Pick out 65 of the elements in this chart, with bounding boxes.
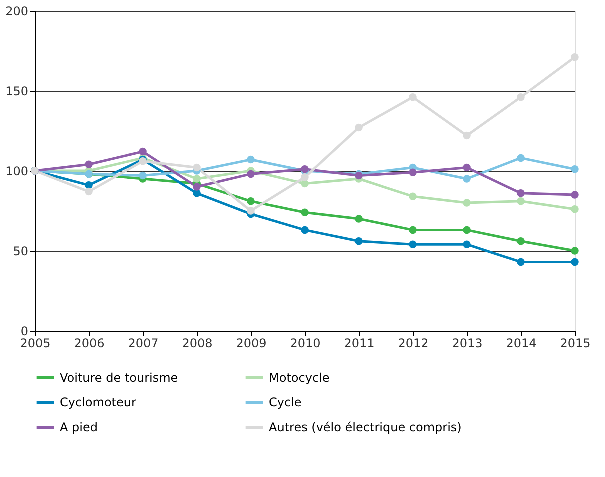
point (517, 190, 525, 198)
point (571, 206, 579, 214)
point (193, 183, 201, 191)
x-tick-label: 2015 (560, 336, 591, 350)
point (301, 180, 309, 188)
x-tick-label: 2005 (20, 336, 51, 350)
point (247, 198, 255, 206)
x-tick-label: 2009 (236, 336, 267, 350)
legend-label: Voiture de tourisme (60, 370, 178, 385)
x-tick-label: 2006 (74, 336, 105, 350)
x-tick-label: 2011 (344, 336, 375, 350)
point (301, 174, 309, 182)
x-tick-label: 2008 (182, 336, 213, 350)
legend-label: Motocycle (269, 370, 330, 385)
x-tick-label: 2012 (398, 336, 429, 350)
point (463, 164, 471, 172)
point (247, 207, 255, 215)
point (517, 154, 525, 162)
y-tick-label: 50 (13, 244, 28, 258)
point (409, 226, 417, 234)
point (409, 94, 417, 102)
point (517, 258, 525, 266)
point (247, 170, 255, 178)
point (409, 192, 417, 200)
point (571, 166, 579, 174)
point (517, 198, 525, 206)
point (463, 199, 471, 207)
point (463, 132, 471, 140)
point (193, 164, 201, 172)
y-tick-label: 100 (6, 164, 28, 178)
legend-label: A pied (60, 420, 98, 434)
point (571, 191, 579, 199)
point (85, 188, 93, 196)
point (85, 182, 93, 190)
legend-label: Cyclomoteur (60, 396, 136, 410)
point (355, 124, 363, 132)
point (571, 54, 579, 62)
point (463, 226, 471, 234)
point (355, 215, 363, 223)
point (463, 175, 471, 183)
point (409, 168, 417, 176)
point (139, 172, 147, 180)
legend-label: Cycle (269, 396, 302, 410)
point (193, 190, 201, 198)
point (517, 94, 525, 102)
y-tick-label: 0 (20, 324, 28, 338)
point (355, 238, 363, 246)
x-tick-label: 2013 (452, 336, 483, 350)
point (301, 208, 309, 216)
point (463, 240, 471, 248)
point (85, 160, 93, 168)
point (571, 258, 579, 266)
point (517, 238, 525, 246)
point (409, 240, 417, 248)
x-tick-label: 2014 (506, 336, 537, 350)
point (301, 226, 309, 234)
point (139, 148, 147, 156)
legend-label: Autres (vélo électrique compris) (269, 420, 462, 434)
point (571, 247, 579, 255)
point (193, 175, 201, 183)
x-tick-label: 2010 (290, 336, 321, 350)
y-tick-label: 150 (6, 84, 28, 98)
x-tick-label: 2007 (128, 336, 159, 350)
point (247, 156, 255, 164)
y-tick-label: 200 (6, 4, 28, 18)
